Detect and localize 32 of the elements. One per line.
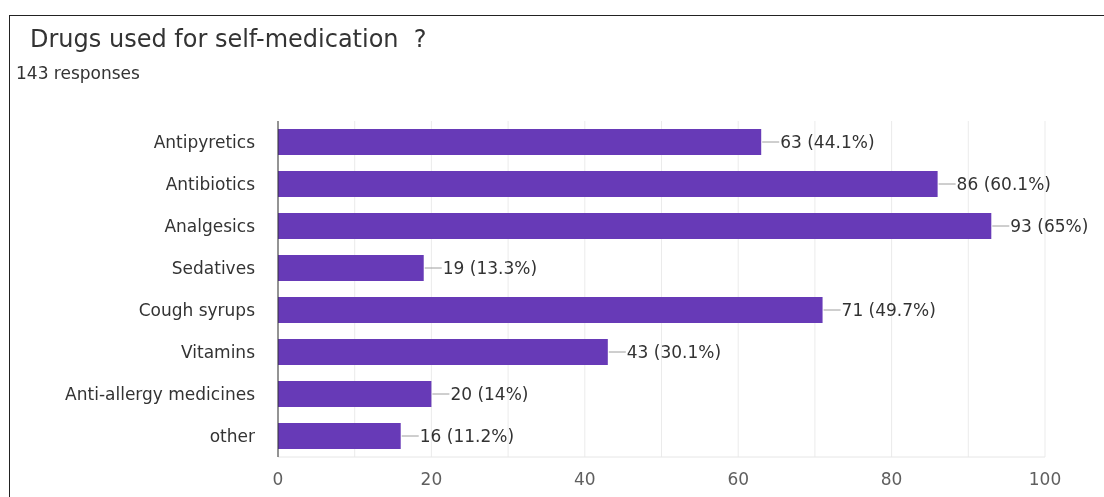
x-tick-label: 80 bbox=[880, 469, 903, 489]
data-label: 86 (60.1%) bbox=[956, 174, 1051, 195]
y-tick-label: Analgesics bbox=[164, 216, 256, 237]
y-tick-label: Sedatives bbox=[171, 258, 256, 279]
x-tick-label: 100 bbox=[1028, 469, 1062, 489]
chart-title: Drugs used for self-medication ? bbox=[30, 25, 427, 53]
y-tick-label: Antibiotics bbox=[165, 174, 256, 195]
y-tick-label: Antipyretics bbox=[153, 132, 256, 153]
bar bbox=[278, 171, 938, 197]
x-tick-label: 60 bbox=[727, 469, 750, 489]
bar bbox=[278, 339, 608, 365]
data-label: 71 (49.7%) bbox=[841, 300, 936, 321]
data-label: 63 (44.1%) bbox=[780, 132, 875, 153]
y-tick-label: Vitamins bbox=[181, 342, 256, 363]
x-tick-label: 20 bbox=[420, 469, 443, 489]
bar bbox=[278, 423, 401, 449]
x-tick-label: 40 bbox=[573, 469, 596, 489]
data-label: 16 (11.2%) bbox=[419, 426, 515, 447]
bar bbox=[278, 213, 992, 239]
bar bbox=[278, 255, 424, 281]
y-tick-label: other bbox=[209, 426, 255, 447]
data-label: 19 (13.3%) bbox=[442, 258, 538, 279]
text: 143 responses bbox=[16, 63, 140, 83]
bar bbox=[278, 297, 823, 323]
x-tick-label: 0 bbox=[272, 469, 284, 489]
y-tick-label: Cough syrups bbox=[138, 300, 256, 321]
data-label: 93 (65%) bbox=[1010, 216, 1089, 237]
bar bbox=[278, 381, 432, 407]
data-label: 20 (14%) bbox=[450, 384, 529, 405]
bar bbox=[278, 129, 762, 155]
data-label: 43 (30.1%) bbox=[626, 342, 722, 363]
y-tick-label: Anti-allergy medicines bbox=[65, 384, 256, 405]
